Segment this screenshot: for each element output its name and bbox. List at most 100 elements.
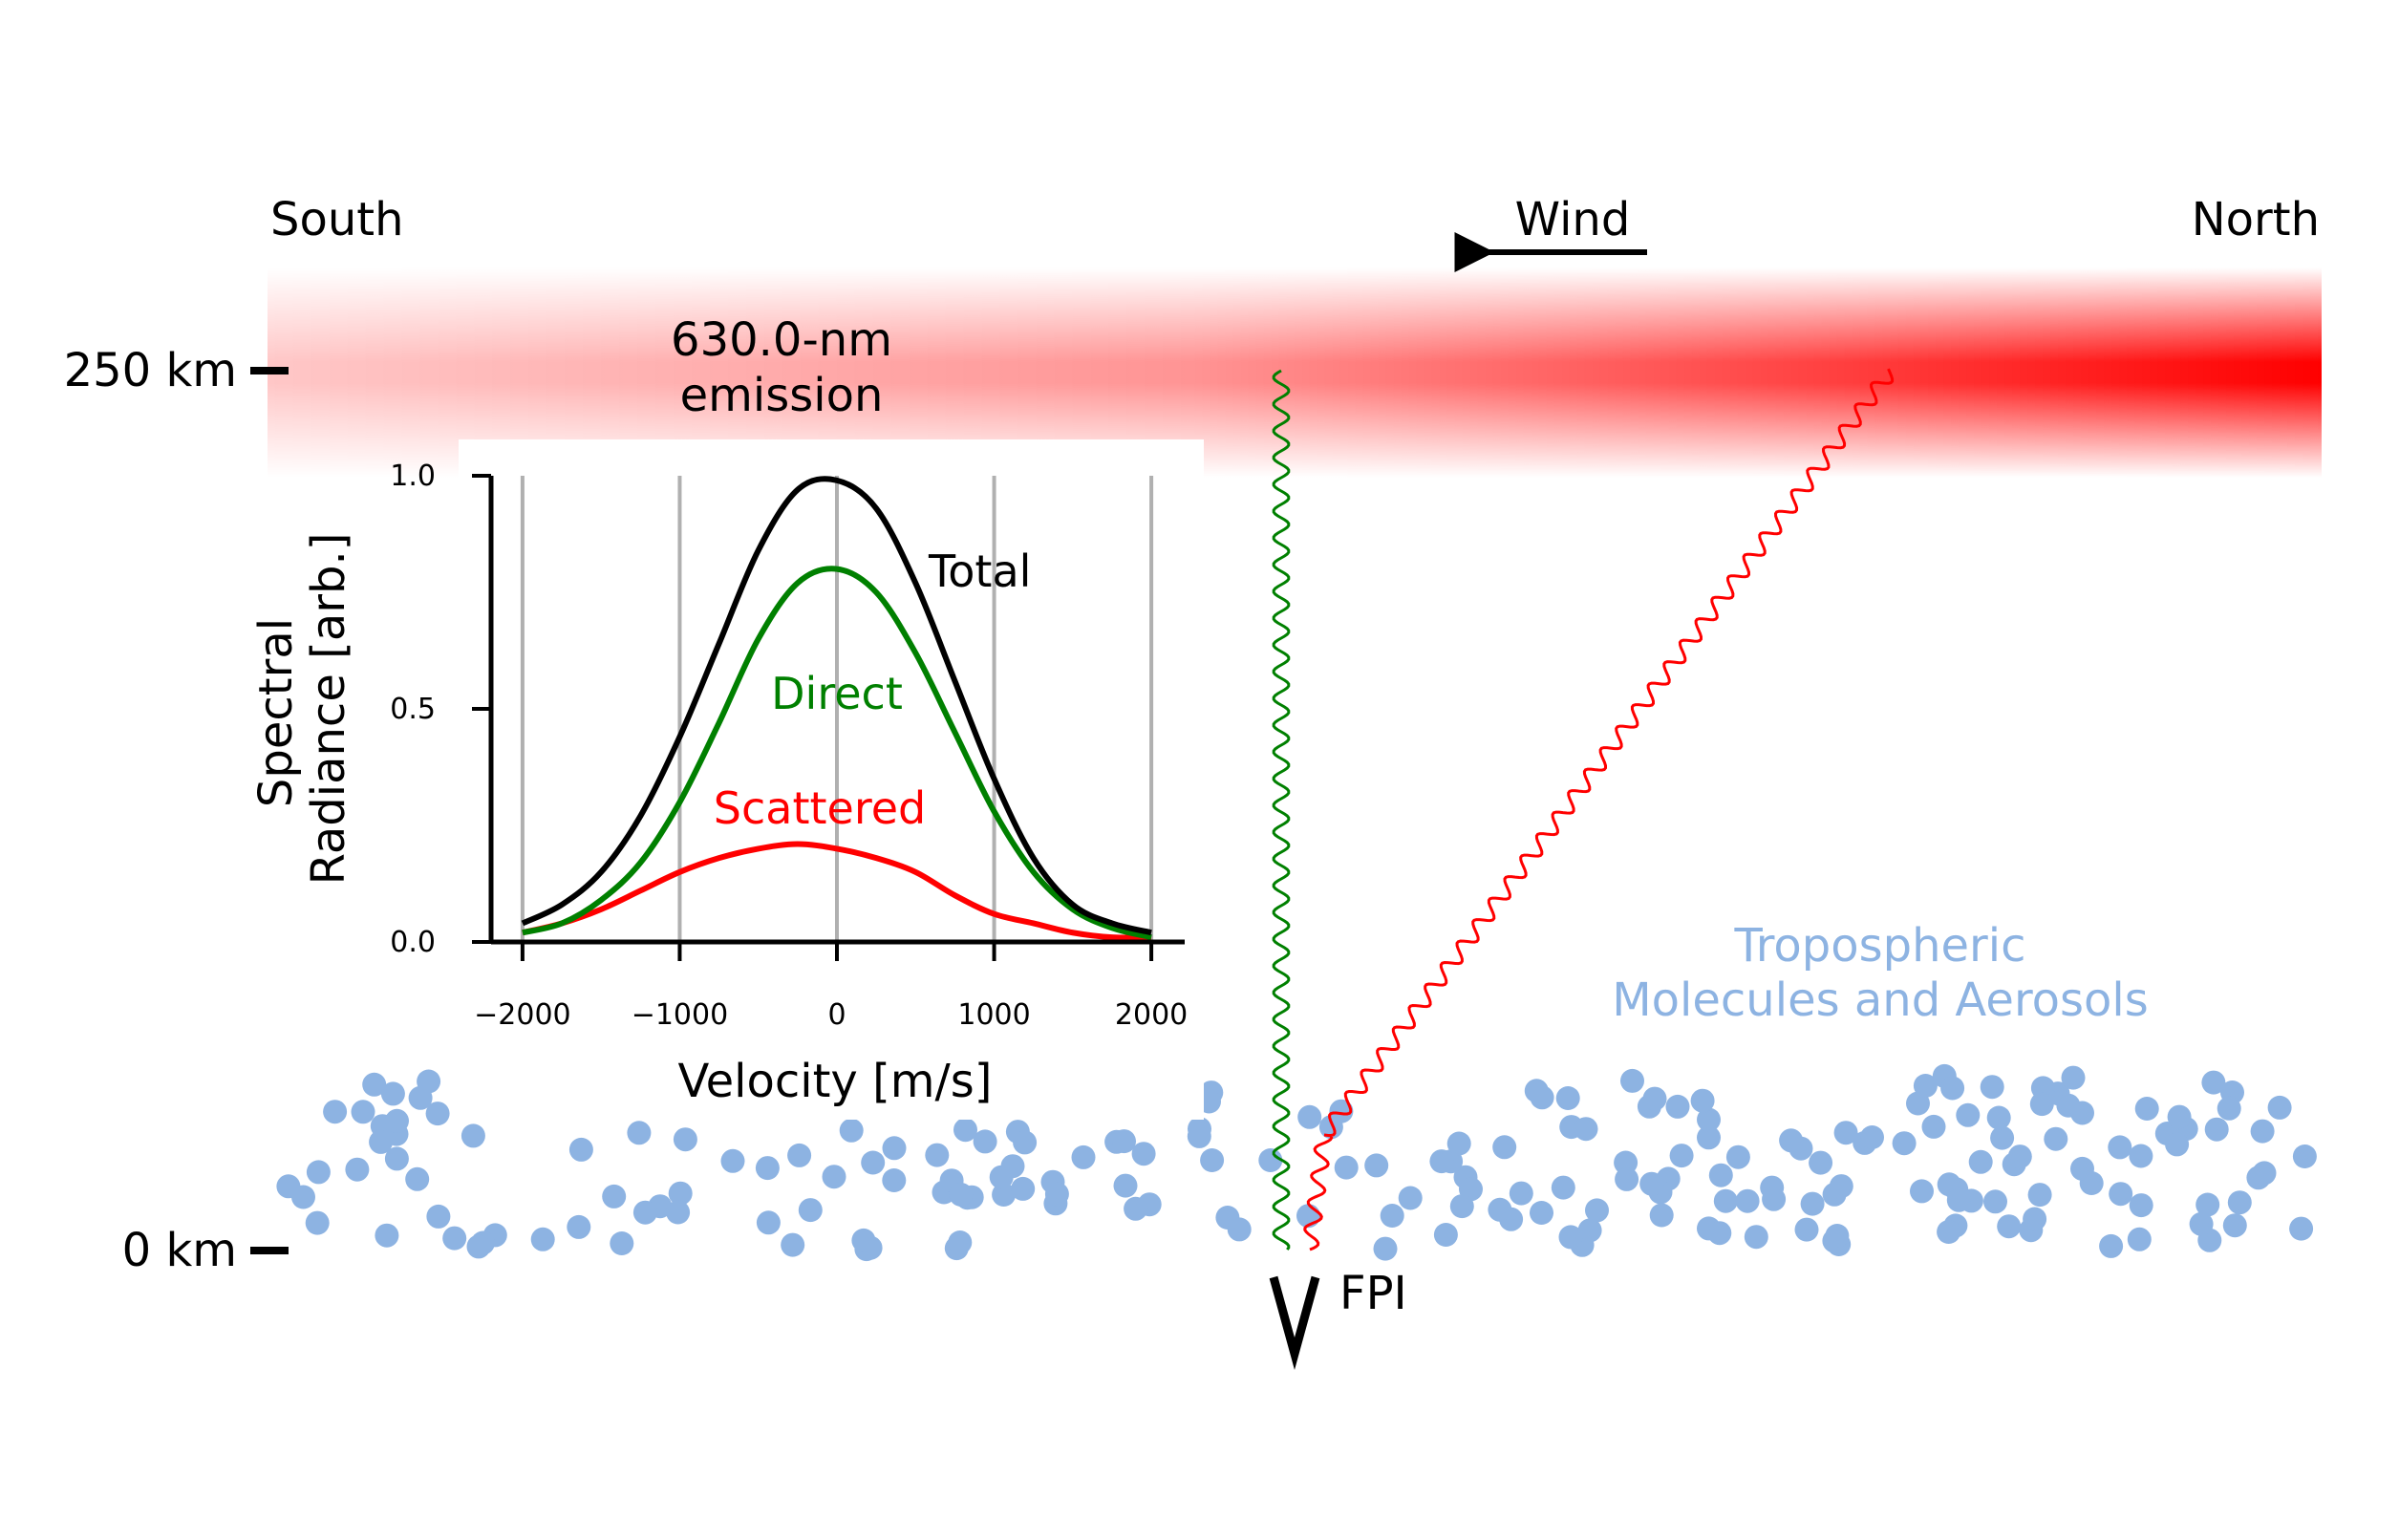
particle-dot [1113,1173,1138,1198]
particle-dot [1488,1197,1512,1222]
particle-dot [425,1102,450,1126]
particle-dot [756,1210,781,1235]
particle-dot [1071,1144,1096,1169]
particle-dot [461,1123,485,1148]
particle-dot [369,1129,394,1154]
particle-dot [882,1136,907,1161]
particle-dot [1000,1154,1025,1179]
particle-dot [2129,1144,2153,1168]
wind-label: Wind [1515,193,1631,246]
particle-dot [627,1121,652,1145]
particle-dot [2027,1183,2052,1208]
particle-dot [666,1200,691,1225]
tropospheric-label-line1: Tropospheric [1733,919,2025,973]
particle-dot [1735,1188,1760,1213]
particle-dot [2252,1161,2277,1186]
particle-dot [992,1183,1017,1207]
particle-dot [1373,1236,1398,1261]
particle-dot [839,1118,864,1143]
particle-dot [1297,1104,1322,1129]
particle-dot [1433,1223,1458,1247]
spectral-radiance-inset-chart: −2000 −1000 0 1000 2000 0.0 0.5 1.0 Total Direc… [249,439,1204,1120]
particle-dot [755,1156,780,1181]
particle-dot [1937,1220,1961,1244]
inset-y-axis-label-line2: Radiance [arb.] [302,533,355,886]
emission-label-line1: 630.0-nm [671,313,892,367]
series-label-direct: Direct [771,668,903,719]
particle-dot [466,1234,491,1259]
particle-dot [2029,1092,2054,1117]
x-tick-label: −1000 [632,998,728,1032]
x-tick-label: −2000 [474,998,570,1032]
particle-dot [2196,1192,2220,1217]
particle-dot [1725,1144,1750,1169]
particle-dot [1558,1225,1583,1250]
particle-dot [2267,1095,2292,1120]
particle-dot [385,1108,409,1133]
particle-dot [1997,1214,2022,1239]
particle-dot [408,1085,433,1110]
particle-dot [1449,1194,1474,1219]
particle-dot [2061,1065,2086,1090]
particle-dot [2127,1227,2152,1251]
y-tick-label: 1.0 [390,460,436,493]
particle-dot [384,1146,409,1171]
particle-dot [781,1232,805,1257]
altitude-250km-label: 250 km [64,344,237,397]
particle-dot [2044,1126,2068,1151]
particle-dot [1860,1125,1884,1149]
particle-dot [345,1157,370,1182]
particle-dot [673,1127,697,1152]
particle-dot [2217,1096,2241,1121]
particle-dot [925,1143,950,1167]
particle-dot [1509,1181,1533,1206]
particle-dot [1990,1125,2015,1150]
x-tick-label: 0 [827,998,846,1032]
particle-dot [426,1204,451,1229]
particle-dot [2023,1207,2047,1231]
particle-dot [798,1198,823,1223]
direct-light-ray [1272,369,1291,1251]
particle-dot [1669,1144,1694,1168]
particle-dot [1697,1125,1721,1150]
particle-dot [861,1150,886,1175]
particle-dot [1968,1149,1993,1174]
particle-dot [1708,1163,1733,1187]
particle-dot [1744,1225,1768,1250]
particle-dot [1131,1142,1156,1166]
particle-dot [632,1200,657,1225]
particle-dot [1446,1131,1471,1156]
particle-dot [1940,1076,1965,1101]
particle-dot [1825,1224,1850,1248]
particle-dot [1946,1187,1971,1212]
particle-dot [1779,1128,1804,1153]
particle-dot [1913,1074,1938,1098]
particle-dot [1227,1217,1252,1242]
particle-dot [851,1228,876,1252]
particle-dot [1829,1174,1853,1199]
particle-dot [1642,1086,1667,1111]
y-tick-label: 0.5 [390,693,436,726]
particle-dot [1809,1150,1833,1175]
particle-dot [442,1226,467,1251]
altitude-0km-label: 0 km [122,1224,237,1277]
particle-dot [2227,1190,2252,1215]
particle-dot [1258,1148,1283,1172]
series-line-total [521,476,1152,936]
particle-dot [610,1231,634,1255]
inset-background [459,439,1204,1120]
particle-dot [1124,1196,1148,1221]
particle-dot [1639,1171,1664,1196]
particle-dot [668,1181,693,1206]
particle-dot [1892,1131,1917,1156]
particle-dot [1492,1135,1517,1160]
particle-dot [1011,1176,1036,1201]
particle-dot [1334,1155,1359,1180]
particle-dot [323,1100,348,1124]
particle-dot [2189,1211,2214,1236]
particle-dot [1921,1114,1946,1139]
particle-dot [1713,1188,1738,1213]
inset-y-axis-label-line1: Spectral [249,618,303,807]
inset-series [521,476,1152,941]
